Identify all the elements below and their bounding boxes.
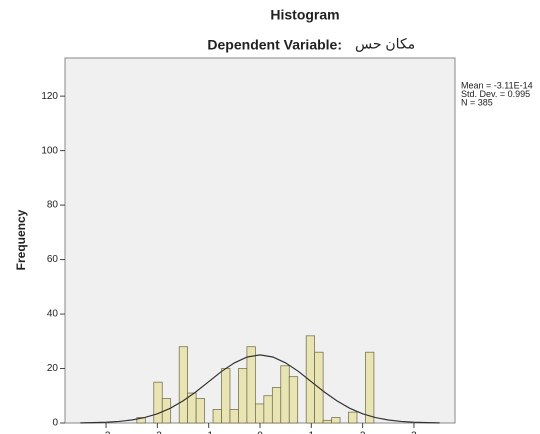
bar xyxy=(271,387,282,424)
y-tick-label: 80 xyxy=(47,200,59,211)
chart-subtitle: Dependent Variable: xyxy=(207,37,342,53)
bar xyxy=(161,398,172,424)
x-tick-label: -1 xyxy=(204,431,213,434)
chart-title: Histogram xyxy=(270,7,339,23)
y-tick-label: 60 xyxy=(47,254,59,265)
bar xyxy=(365,351,375,424)
x-tick-label: 2 xyxy=(360,431,366,434)
bar xyxy=(263,395,273,424)
bar xyxy=(229,409,239,424)
bar xyxy=(246,346,256,424)
stat-text: Std. Dev. = 0.995 xyxy=(461,89,530,99)
bar xyxy=(348,411,358,424)
bar xyxy=(331,417,341,424)
bar xyxy=(280,365,290,424)
bar xyxy=(305,335,316,424)
y-tick-label: 20 xyxy=(47,363,59,374)
stat-text: N = 385 xyxy=(461,97,493,107)
bar xyxy=(212,409,222,424)
dependent-variable: مكان حس xyxy=(355,36,415,53)
bar xyxy=(195,398,205,424)
bar xyxy=(288,376,299,424)
y-tick-label: 40 xyxy=(47,309,59,320)
stat-text: Mean = -3.11E-14 xyxy=(461,80,533,90)
bar xyxy=(322,419,332,424)
normal-curve xyxy=(80,354,440,424)
bar xyxy=(238,368,248,424)
x-tick-label: -2 xyxy=(153,431,162,434)
x-tick-label: -3 xyxy=(102,431,111,434)
x-tick-label: 0 xyxy=(257,431,263,434)
bar xyxy=(136,417,146,424)
plot-area xyxy=(64,57,456,424)
x-tick-label: 1 xyxy=(309,431,315,434)
bar xyxy=(153,381,163,424)
y-tick-label: 120 xyxy=(41,91,58,102)
bar xyxy=(221,368,231,424)
y-axis-label: Frequency xyxy=(14,209,28,270)
y-tick-label: 0 xyxy=(52,418,58,429)
x-tick-label: 3 xyxy=(411,431,417,434)
bar xyxy=(178,346,188,424)
bar xyxy=(255,403,265,424)
y-tick-label: 100 xyxy=(41,145,58,156)
bar xyxy=(187,392,197,424)
